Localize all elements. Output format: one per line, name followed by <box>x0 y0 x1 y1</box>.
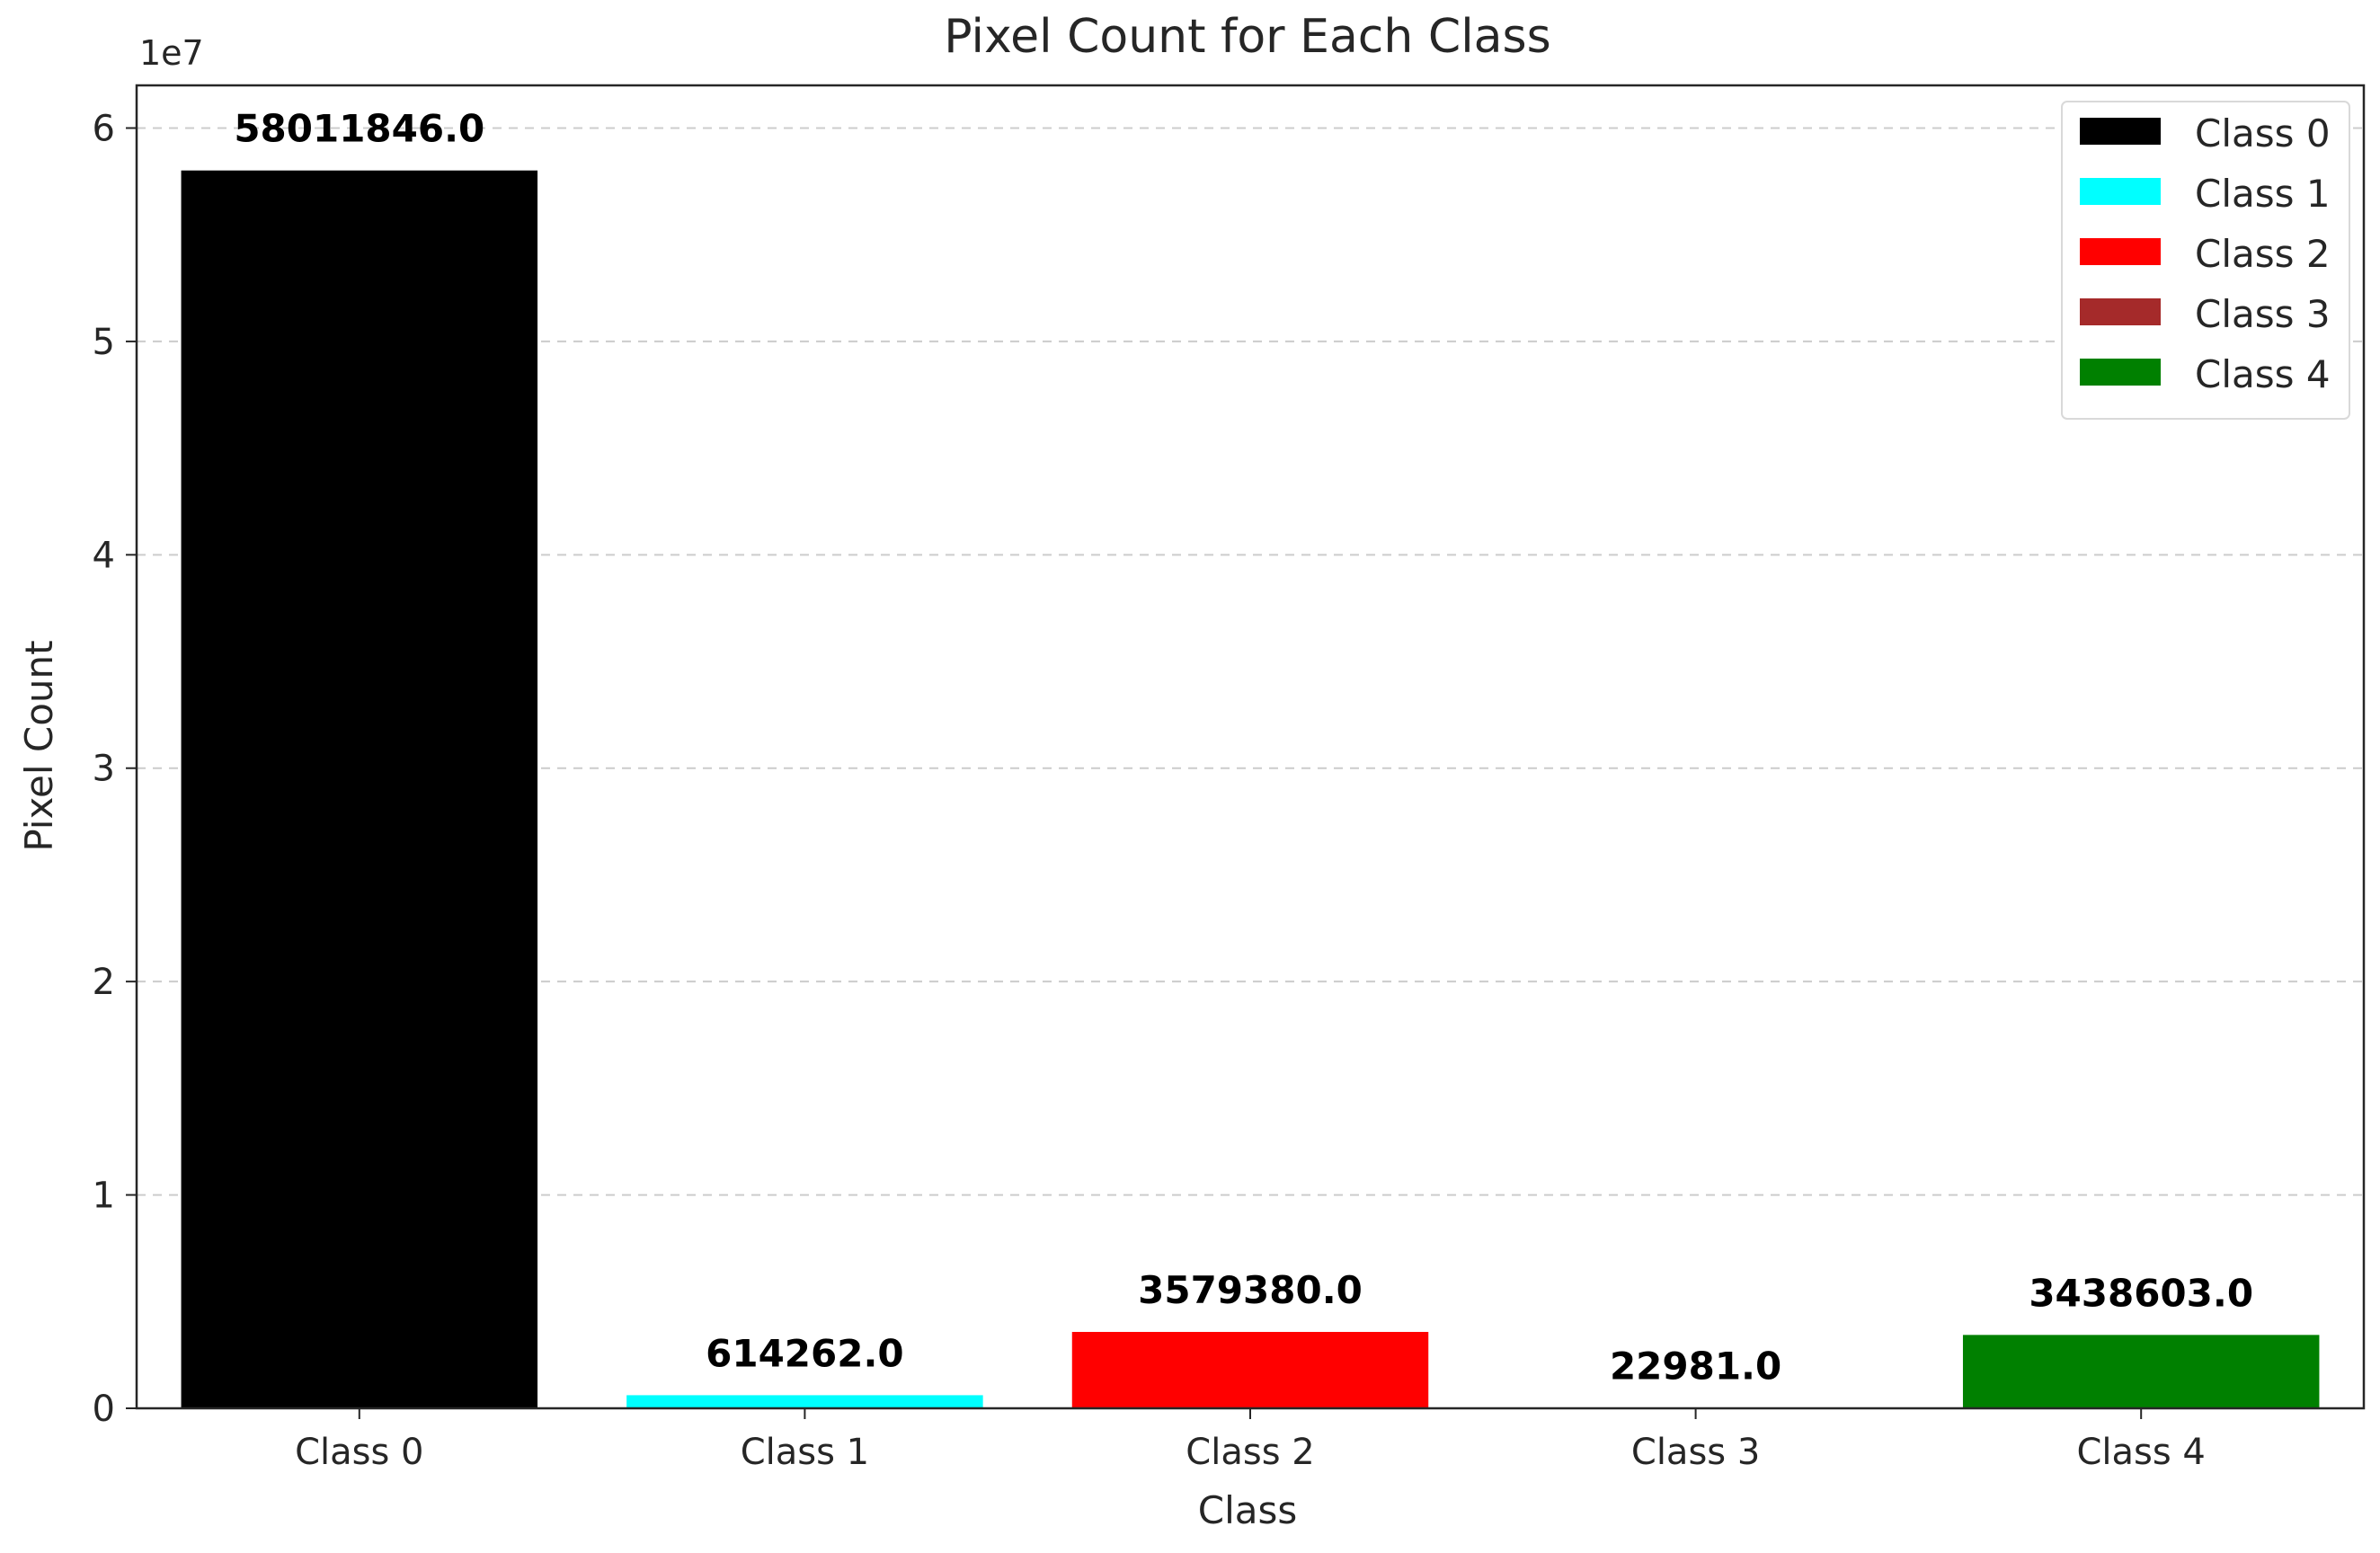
legend-swatch <box>2080 178 2161 205</box>
y-tick-label: 0 <box>93 1389 115 1430</box>
bar-class-4 <box>1962 1335 2320 1408</box>
y-tick-label: 2 <box>93 962 115 1003</box>
legend-entry: Class 4 <box>2195 352 2331 396</box>
data-label: 22981.0 <box>1610 1344 1781 1388</box>
x-tick-label: Class 4 <box>2076 1432 2205 1473</box>
plot-frame <box>135 84 2366 1410</box>
legend-swatch <box>2080 298 2161 325</box>
legend-swatch <box>2080 118 2161 145</box>
bar-class-1 <box>626 1395 983 1408</box>
x-tick-label: Class 0 <box>295 1432 423 1473</box>
legend-swatch <box>2080 238 2161 265</box>
data-label: 58011846.0 <box>234 107 484 151</box>
x-tick-label: Class 3 <box>1631 1432 1760 1473</box>
y-axis-label: Pixel Count <box>17 640 61 851</box>
x-tick-label: Class 2 <box>1186 1432 1314 1473</box>
y-tick-label: 6 <box>93 108 115 149</box>
legend-entry: Class 3 <box>2195 292 2331 336</box>
data-label: 614262.0 <box>706 1331 904 1375</box>
chart-title: Pixel Count for Each Class <box>944 10 1550 64</box>
legend-entry: Class 1 <box>2195 172 2331 216</box>
legend: Class 0 Class 1 Class 2 Class 3 Class 4 <box>2061 101 2350 420</box>
y-tick-label: 3 <box>93 749 115 790</box>
legend-swatch <box>2080 359 2161 386</box>
data-label: 3438603.0 <box>2029 1271 2253 1315</box>
y-tick-label: 5 <box>93 322 115 363</box>
bars <box>181 170 2320 1408</box>
bar-class-0 <box>181 170 538 1408</box>
y-tick-label: 4 <box>93 535 115 576</box>
y-axis-offset-label: 1e7 <box>139 33 204 73</box>
data-label: 3579380.0 <box>1138 1268 1363 1312</box>
bar-class-2 <box>1071 1332 1429 1408</box>
x-tick-label: Class 1 <box>741 1432 869 1473</box>
x-axis-label: Class <box>1198 1488 1298 1532</box>
legend-entry: Class 0 <box>2195 111 2331 155</box>
legend-entry: Class 2 <box>2195 232 2331 276</box>
y-tick-label: 1 <box>93 1176 115 1217</box>
data-labels: 58011846.0 614262.0 3579380.0 22981.0 343860… <box>234 107 2253 1389</box>
